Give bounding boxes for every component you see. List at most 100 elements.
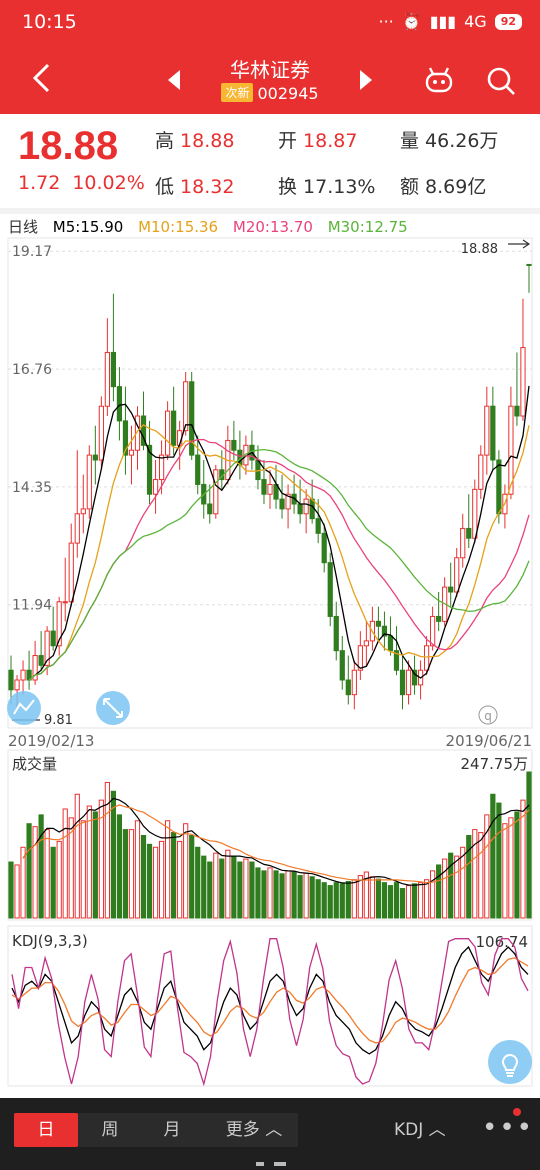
kline-chart: 19.17 16.76 14.35 11.94 2019/02/13 2019/06/21…	[7, 237, 533, 750]
volume-bar	[207, 861, 213, 919]
volume-bar	[177, 840, 183, 919]
volume-bar	[442, 858, 448, 919]
candle-body	[297, 503, 303, 515]
chart-type-icon	[13, 699, 35, 715]
kdj-k-line	[11, 945, 529, 1055]
indicator-selector[interactable]: KDJ ︿	[394, 1113, 446, 1147]
candle-body	[183, 381, 189, 432]
volume-bar	[291, 871, 297, 919]
section-divider	[0, 208, 540, 214]
tips-button[interactable]	[488, 1040, 532, 1084]
candle-body	[44, 630, 50, 666]
volume-ma5-line	[22, 797, 530, 886]
volume-bar	[520, 799, 526, 919]
volume-bar	[243, 858, 249, 919]
tab-week[interactable]: 周	[101, 1120, 119, 1140]
robot-assistant-icon[interactable]	[424, 66, 454, 94]
candle-body	[213, 469, 219, 515]
tab-day[interactable]: 日	[14, 1113, 78, 1147]
volume-bar	[502, 823, 508, 919]
fullscreen-button[interactable]	[96, 691, 130, 725]
chevron-up-icon: ︿	[265, 1120, 283, 1140]
candle-body	[436, 615, 442, 622]
volume-bar	[152, 846, 159, 919]
ellipsis-icon[interactable]: •••	[482, 1113, 535, 1143]
volume-bar	[327, 885, 333, 919]
candle-body	[490, 405, 496, 461]
volume-bar	[333, 882, 339, 919]
volume-bar	[255, 867, 261, 919]
candle-body	[303, 498, 309, 515]
candle-body	[171, 410, 177, 446]
notification-dot	[513, 1108, 521, 1116]
volume-bar	[399, 888, 406, 919]
volume-bar	[472, 829, 478, 919]
back-arrow-icon[interactable]	[26, 60, 62, 96]
volume-bar	[38, 814, 44, 919]
network-type: 4G	[464, 12, 487, 31]
amount-value: 8.69亿	[425, 176, 487, 198]
chart-type-button[interactable]	[7, 691, 41, 725]
volume-bar	[165, 820, 171, 919]
home-indicator-right	[274, 1162, 286, 1166]
volume-bar	[140, 834, 147, 919]
lightbulb-icon	[501, 1054, 519, 1077]
prev-stock-icon[interactable]	[166, 70, 182, 90]
stock-subtitle: 次新 002945	[0, 83, 540, 103]
stock-name: 华林证券	[230, 58, 310, 82]
volume-bar	[32, 826, 38, 919]
tab-more[interactable]: 更多 ︿	[210, 1113, 298, 1147]
candle-body	[189, 381, 195, 456]
volume-bar	[387, 885, 394, 919]
volume-bar	[189, 834, 195, 919]
search-icon[interactable]	[486, 66, 516, 96]
ma-legend[interactable]: 日线 M5:15.90 M10:15.36 M20:13.70 M30:12.7…	[8, 216, 418, 236]
volume-bar	[375, 878, 382, 919]
nav-bar: 华林证券 次新 002945	[0, 44, 540, 114]
volume-bar	[183, 823, 189, 919]
ma10-label: M10:15.36	[138, 218, 219, 236]
volume-bar	[158, 840, 165, 919]
volume-chart: 成交量 247.75万	[7, 749, 533, 921]
period-label: 日线	[8, 218, 39, 236]
y-tick-label: 19.17	[12, 244, 52, 260]
candle-body	[165, 410, 171, 456]
volume-frame	[7, 749, 533, 921]
low-value: 18.32	[180, 176, 235, 198]
candle-body	[267, 483, 273, 495]
volume-bar	[134, 820, 141, 919]
volume-bar	[436, 864, 442, 919]
volume-bar	[405, 885, 412, 919]
volume-bar	[225, 849, 231, 919]
volume-bar	[478, 832, 484, 919]
change-amount: 1.72	[18, 172, 61, 194]
volume-bar	[363, 871, 369, 919]
candle-body	[387, 635, 394, 652]
tab-month[interactable]: 月	[163, 1120, 181, 1140]
open-field: 开 18.87	[278, 126, 357, 153]
candle-body	[50, 630, 56, 647]
candle-body	[56, 601, 62, 647]
kline-frame	[7, 237, 533, 729]
candle-body	[351, 669, 357, 696]
candle-body	[357, 645, 363, 671]
volume-bar	[56, 840, 62, 919]
status-bar: 10:15 ··· ⏰ ▮▮▮ 4G 92	[0, 0, 540, 44]
ma20-label: M20:13.70	[232, 218, 313, 236]
volume-label: 量	[400, 130, 420, 152]
candle-body	[122, 420, 129, 456]
candle-body	[321, 532, 327, 564]
chart-area[interactable]: 19.17 16.76 14.35 11.94 2019/02/13 2019/06/21…	[0, 236, 540, 1096]
next-stock-icon[interactable]	[358, 70, 374, 90]
volume-field: 量 46.26万	[400, 126, 498, 153]
candle-body	[20, 669, 26, 681]
candle-body	[261, 479, 267, 495]
ma30-label: M30:12.75	[327, 218, 408, 236]
y-tick-label: 14.35	[12, 480, 52, 496]
candle-body	[68, 542, 74, 603]
volume-bar	[171, 832, 177, 919]
volume-bar	[213, 852, 219, 919]
ma30-line	[28, 448, 530, 681]
volume-bar	[430, 870, 436, 919]
y-tick-label: 11.94	[12, 598, 52, 614]
